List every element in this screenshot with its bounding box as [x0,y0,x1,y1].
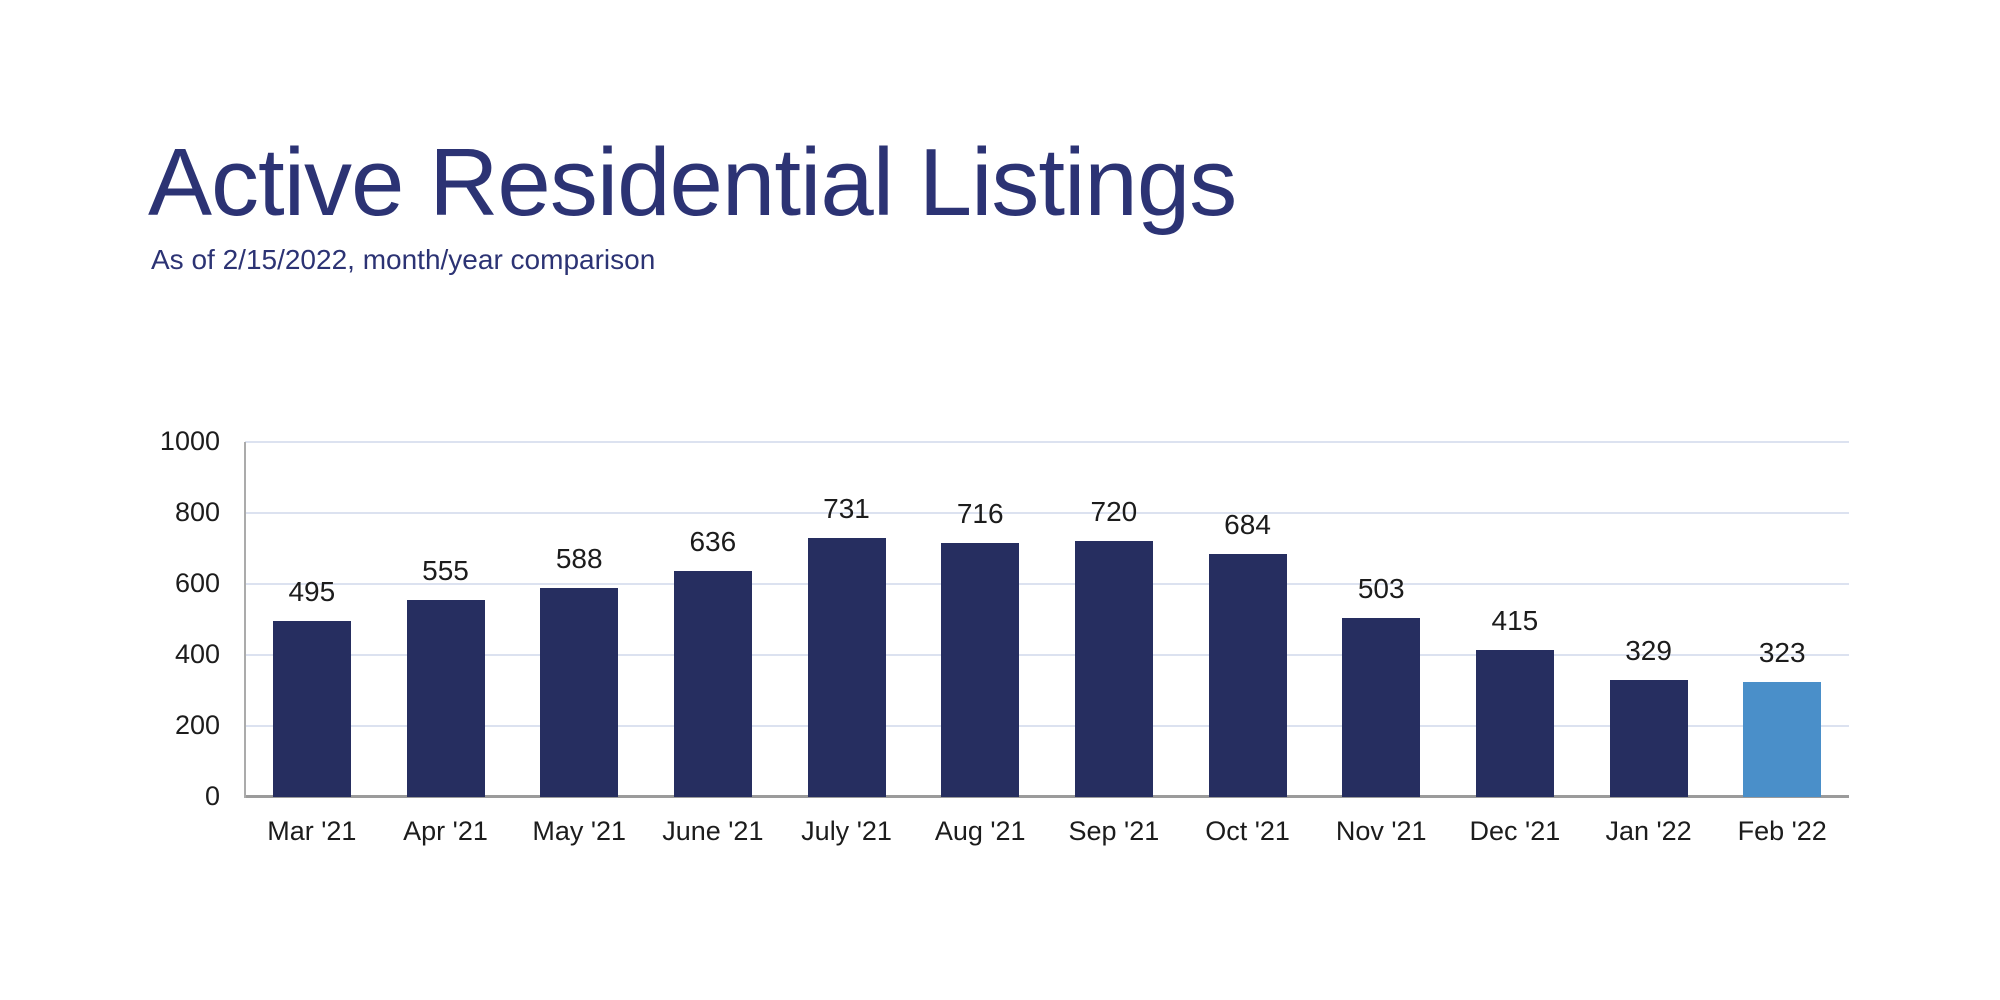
bar-value-label: 495 [288,576,336,608]
bar-value-label: 415 [1491,604,1539,636]
bar-slot: 503 Nov '21 [1314,442,1448,845]
y-axis-label: 200 [174,710,220,740]
x-axis-label: Nov '21 [1335,816,1427,846]
bar-value-label: 731 [823,492,870,524]
bar-value-label: 555 [422,554,469,586]
bar-slot: 684 Oct '21 [1181,442,1315,845]
gridline [245,512,1849,514]
page-subtitle: As of 2/15/2022, month/year comparison [151,244,656,275]
bar-slot: 731 July '21 [780,442,914,845]
gridline [245,441,1849,443]
y-axis-line [244,442,246,798]
x-axis-label: Jan '22 [1605,816,1692,846]
gridline [245,725,1849,727]
bar-value-label: 329 [1625,635,1672,667]
bar-slot: 588 May '21 [512,442,646,845]
bar-slot: 323 Feb '22 [1715,442,1849,845]
bar [1743,682,1822,797]
bar [807,537,886,797]
bar-value-label: 716 [956,497,1004,529]
bar-slot: 495 Mar '21 [245,442,379,845]
bar [1342,618,1421,797]
x-axis-label: June '21 [662,816,764,846]
x-axis-label: Mar '21 [267,816,357,846]
x-axis-label: Oct '21 [1205,816,1290,846]
bar-slot: 716 Aug '21 [913,442,1047,844]
x-axis-label: Aug '21 [934,816,1026,846]
y-axis-label: 800 [174,497,220,527]
bar-value-label: 636 [689,526,737,558]
x-axis-label: Sep '21 [1068,816,1160,846]
x-axis-line [245,795,1849,798]
bar-slot: 415 Dec '21 [1448,442,1582,844]
gridline [245,654,1849,656]
bar [1609,680,1688,797]
bar-value-label: 684 [1224,509,1271,541]
bar-slot: 329 Jan '22 [1582,442,1716,845]
y-axis-label: 0 [204,781,220,811]
y-axis-label: 600 [174,568,220,598]
plot-area: 0 200 400 600 800 1000 495 Mar '21 555 Apr '21 588… [160,428,1849,845]
bar [1074,541,1153,797]
bars-container: 495 Mar '21 555 Apr '21 588 May '21 636 June '2… [245,442,1849,845]
bar [941,542,1020,797]
page-title: Active Residential Listings [148,129,1237,236]
bar [272,621,351,797]
bar-slot: 555 Apr '21 [379,442,513,844]
x-axis-label: Dec '21 [1469,816,1561,846]
bar [1208,554,1287,797]
x-axis-label: May '21 [532,816,627,846]
gridline [245,583,1849,585]
y-axis-label: 400 [174,639,220,669]
bar [406,599,485,797]
bar [540,588,619,797]
bar-slot: 720 Sep '21 [1047,442,1181,845]
y-axis-label: 1000 [159,426,220,456]
bar-value-label: 323 [1758,637,1806,669]
bar-value-label: 503 [1357,573,1405,605]
bar-value-label: 720 [1090,496,1138,528]
x-axis-label: Apr '21 [403,816,488,846]
bar-value-label: 588 [555,543,603,575]
bar-slot: 636 June '21 [646,442,780,845]
bar [673,571,752,797]
x-axis-label: July '21 [801,816,892,846]
bar [1475,649,1554,797]
x-axis-label: Feb '22 [1737,816,1827,846]
